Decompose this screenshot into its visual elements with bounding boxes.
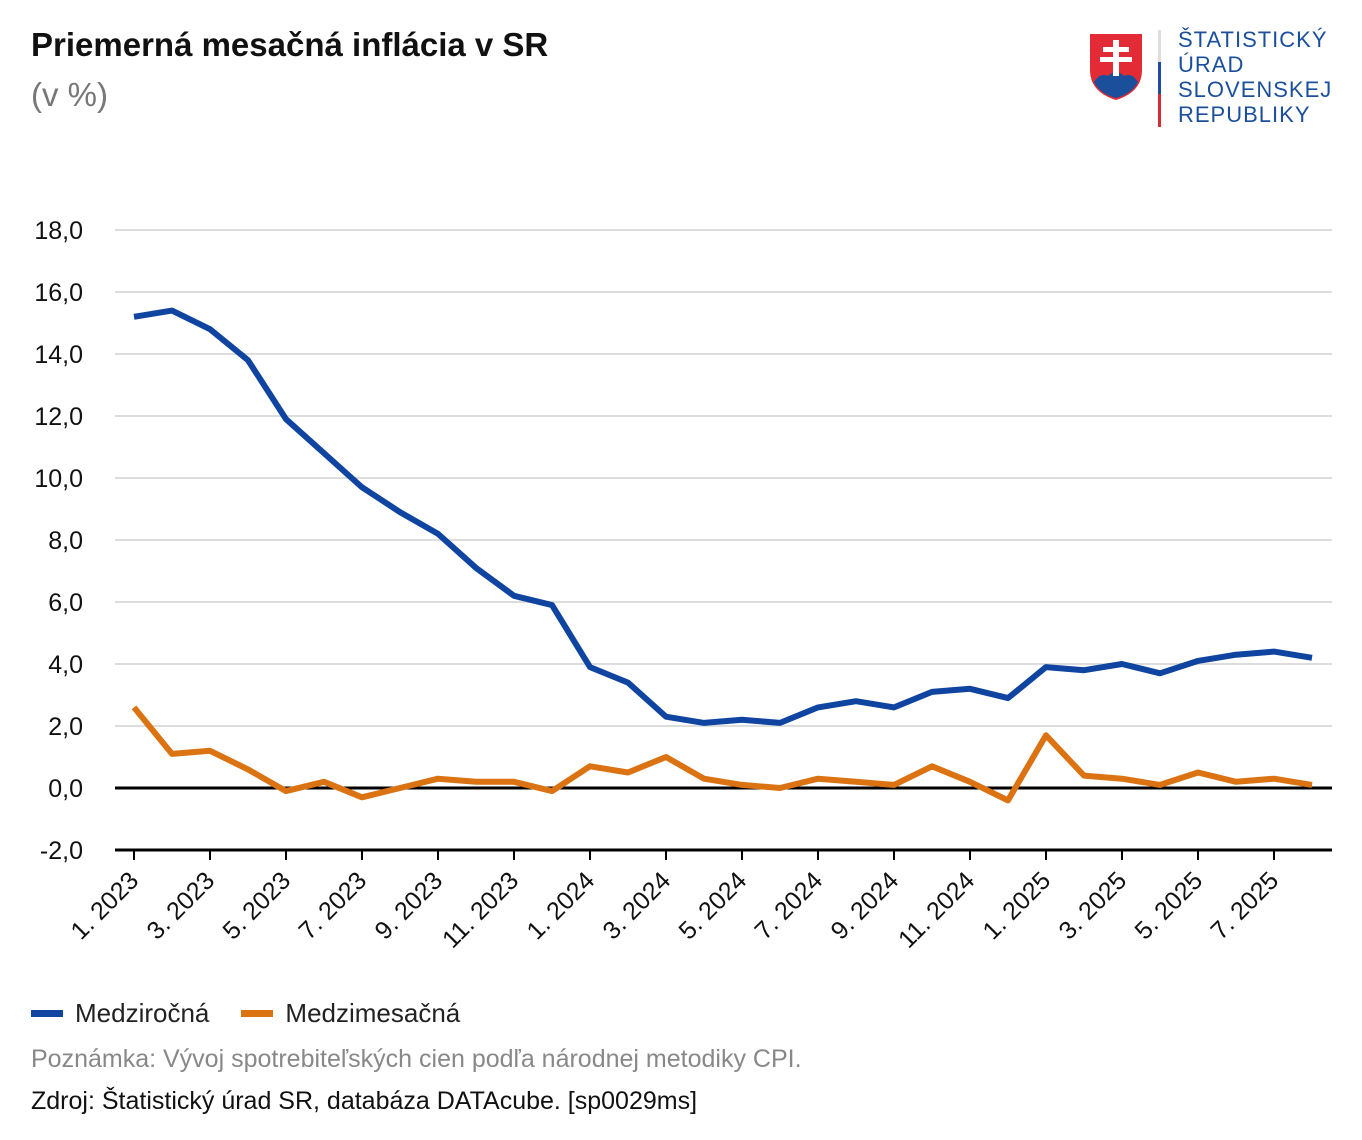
x-tick-label: 3. 2023 xyxy=(141,866,220,945)
y-tick-label: 2,0 xyxy=(48,713,83,741)
footnote: Poznámka: Vývoj spotrebiteľských cien po… xyxy=(31,1045,802,1073)
slovak-coat-of-arms-icon xyxy=(1090,34,1142,100)
y-tick-label: 12,0 xyxy=(34,403,83,431)
legend-label: Medzimesačná xyxy=(285,998,461,1028)
x-tick-label: 11. 2023 xyxy=(437,866,524,953)
x-tick-label: 3. 2024 xyxy=(597,866,676,945)
y-tick-label: 8,0 xyxy=(48,527,83,555)
x-tick-label: 1. 2025 xyxy=(977,866,1056,945)
x-tick-label: 5. 2024 xyxy=(673,866,752,945)
y-tick-label: -2,0 xyxy=(40,837,83,865)
legend: Medziročná Medzimesačná xyxy=(31,998,460,1029)
y-tick-label: 4,0 xyxy=(48,651,83,679)
x-tick-label: 5. 2023 xyxy=(217,866,296,945)
legend-swatch xyxy=(241,1010,274,1017)
y-tick-label: 0,0 xyxy=(48,775,83,803)
logo-line: SLOVENSKEJ xyxy=(1178,77,1333,102)
y-tick-label: 14,0 xyxy=(34,341,83,369)
x-tick-label: 7. 2025 xyxy=(1205,866,1284,945)
logo-line: ŠTATISTICKÝ xyxy=(1178,27,1328,52)
x-tick-label: 7. 2024 xyxy=(749,866,828,945)
logo-line: REPUBLIKY xyxy=(1178,102,1311,127)
x-tick-label: 7. 2023 xyxy=(293,866,372,945)
y-tick-label: 6,0 xyxy=(48,589,83,617)
legend-label: Medziročná xyxy=(75,998,210,1028)
x-tick-label: 5. 2025 xyxy=(1129,866,1208,945)
logo-line: ÚRAD xyxy=(1178,52,1245,77)
legend-item-medzirocna: Medziročná xyxy=(31,998,209,1029)
y-tick-label: 16,0 xyxy=(34,279,83,307)
legend-item-medzimesacna: Medzimesačná xyxy=(241,998,460,1029)
series-line-medzimesacna xyxy=(131,705,1313,804)
chart-subtitle: (v %) xyxy=(31,76,108,113)
x-tick-label: 3. 2025 xyxy=(1053,866,1132,945)
x-tick-label: 11. 2024 xyxy=(893,866,980,953)
chart-title: Priemerná mesačná inflácia v SR xyxy=(31,26,549,63)
statistical-office-logo: ŠTATISTICKÝ ÚRAD SLOVENSKEJ REPUBLIKY xyxy=(1088,27,1338,130)
y-tick-label: 18,0 xyxy=(34,217,83,245)
x-tick-label: 1. 2024 xyxy=(521,866,600,945)
logo-divider xyxy=(1158,30,1161,127)
legend-swatch xyxy=(31,1010,63,1017)
x-tick-label: 1. 2023 xyxy=(65,866,144,945)
y-tick-label: 10,0 xyxy=(34,465,83,493)
series-line-medzirocna xyxy=(133,307,1313,726)
line-chart: 18,016,014,012,010,08,06,04,02,00,0-2,01… xyxy=(34,217,1332,954)
source-line: Zdroj: Štatistický úrad SR, databáza DAT… xyxy=(31,1087,698,1115)
logo-text: ŠTATISTICKÝ ÚRAD SLOVENSKEJ REPUBLIKY xyxy=(1178,27,1332,127)
